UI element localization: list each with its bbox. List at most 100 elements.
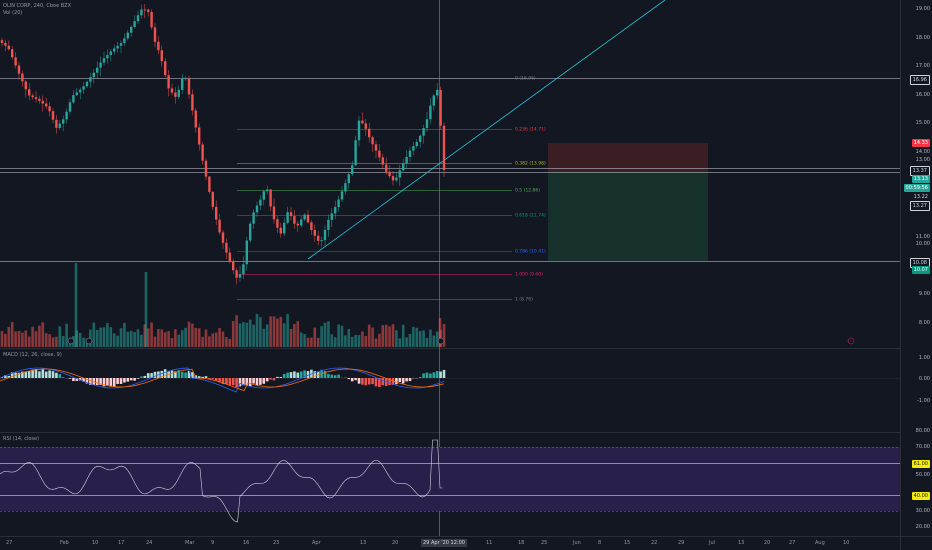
volume-bar [265, 324, 269, 347]
candle-body [402, 163, 405, 171]
candle-body [425, 119, 429, 129]
candle-body [429, 105, 432, 120]
volume-bar [78, 332, 82, 347]
time-tick: Apr [312, 540, 321, 546]
macd-bar [177, 370, 181, 378]
event-markers[interactable] [67, 337, 855, 345]
macd-bar [350, 378, 354, 382]
candle-body [432, 95, 435, 106]
macd-bar [371, 378, 374, 385]
macd-bar [401, 378, 405, 384]
volume-legend[interactable]: Vol (20) [3, 10, 23, 16]
macd-signal-line[interactable] [0, 368, 445, 392]
price-tick: 15.00 [915, 120, 930, 126]
volume-bar [282, 323, 286, 347]
candle-body [252, 212, 255, 224]
macd-bar [286, 372, 289, 378]
volume-bar [150, 322, 153, 347]
macd-bar [429, 373, 432, 378]
volume-bar [180, 330, 184, 347]
candle-body [300, 219, 303, 226]
volume-bar [218, 327, 221, 347]
resistance-price-badge[interactable]: 16.96 [909, 75, 930, 85]
candle-body [136, 15, 140, 22]
macd-bar [4, 375, 7, 378]
volume-bar [381, 325, 385, 347]
volume-bar [21, 332, 24, 347]
candle-body [55, 119, 58, 128]
volume-bar [55, 336, 58, 347]
rsi-legend[interactable]: RSI (14, close) [3, 436, 40, 442]
candle-body [153, 27, 157, 42]
macd-tick: -1.00 [917, 398, 930, 404]
candle-body [215, 206, 218, 220]
candle-body [38, 98, 41, 101]
volume-bar [153, 336, 157, 347]
target-price-badge[interactable]: 10.07 [911, 266, 930, 274]
macd-bar [418, 376, 422, 378]
volume-bar [112, 333, 116, 347]
macd-bar [187, 370, 191, 378]
volume-bar [245, 322, 249, 347]
candle-body [31, 95, 34, 98]
volume-bar [374, 338, 378, 347]
stop-loss-zone[interactable] [548, 143, 708, 171]
volume-bar [228, 338, 232, 347]
trendline[interactable] [307, 0, 666, 260]
macd-bar [41, 369, 45, 378]
macd-line[interactable] [0, 367, 445, 393]
level-price-badge-d[interactable]: 13.27 [909, 201, 930, 211]
time-axis[interactable]: 27 Feb 10 17 24 Mar 9 16 23 Apr 13 20 11 18 25 Jun 8 15 22… [0, 537, 900, 550]
candle-body [320, 240, 323, 242]
candlestick-series[interactable] [0, 4, 446, 285]
volume-bar [41, 322, 45, 347]
volume-bar [344, 335, 347, 347]
candle-body [269, 189, 272, 207]
candle-body [306, 214, 310, 223]
macd-bar [242, 378, 245, 386]
fib-retracement[interactable] [237, 78, 512, 300]
volume-series[interactable] [0, 263, 446, 347]
volume-bar [129, 330, 133, 347]
macd-histogram[interactable] [0, 369, 446, 388]
symbol-legend[interactable]: OLIN CORP, 240, Cboe BZX Vol (20) [3, 3, 71, 17]
volume-bar [214, 332, 218, 347]
macd-bar [296, 372, 300, 378]
candle-body [354, 140, 357, 166]
candle-body [422, 128, 425, 136]
time-tick: 29 [678, 540, 685, 546]
symbol-title[interactable]: OLIN CORP, 240, Cboe BZX [3, 3, 72, 9]
macd-bar [21, 371, 24, 378]
candle-body [262, 191, 265, 200]
event-marker-4 [847, 337, 855, 345]
macd-legend[interactable]: MACD (12, 26, close, 9) [3, 352, 62, 358]
candle-body [174, 92, 177, 97]
candle-body [208, 176, 211, 192]
rsi-line[interactable] [0, 439, 443, 523]
stop-price-badge[interactable]: 14.33 [911, 139, 930, 147]
candle-body [170, 88, 174, 93]
candle-body [266, 189, 269, 192]
rsi-upper-badge[interactable]: 61.00 [911, 460, 930, 468]
rsi-lower-badge[interactable]: 40.00 [911, 492, 930, 500]
take-profit-zone[interactable] [548, 171, 708, 261]
candle-body [181, 78, 184, 90]
volume-bar [415, 327, 419, 347]
volume-bar [184, 327, 187, 347]
volume-bar [225, 337, 228, 347]
candle-body [143, 9, 146, 11]
last-price-badge[interactable]: 13.13 [911, 175, 930, 183]
volume-bar [44, 333, 48, 347]
macd-bar [109, 378, 113, 387]
level-price-badge-c[interactable]: 13.22 [911, 193, 930, 201]
candle-body [204, 160, 208, 177]
macd-bar [7, 375, 11, 378]
macd-bar [27, 371, 31, 378]
volume-bar [303, 334, 306, 347]
volume-bar [24, 330, 28, 347]
candle-body [65, 111, 68, 120]
macd-bar [367, 378, 371, 385]
candle-body [327, 219, 330, 230]
